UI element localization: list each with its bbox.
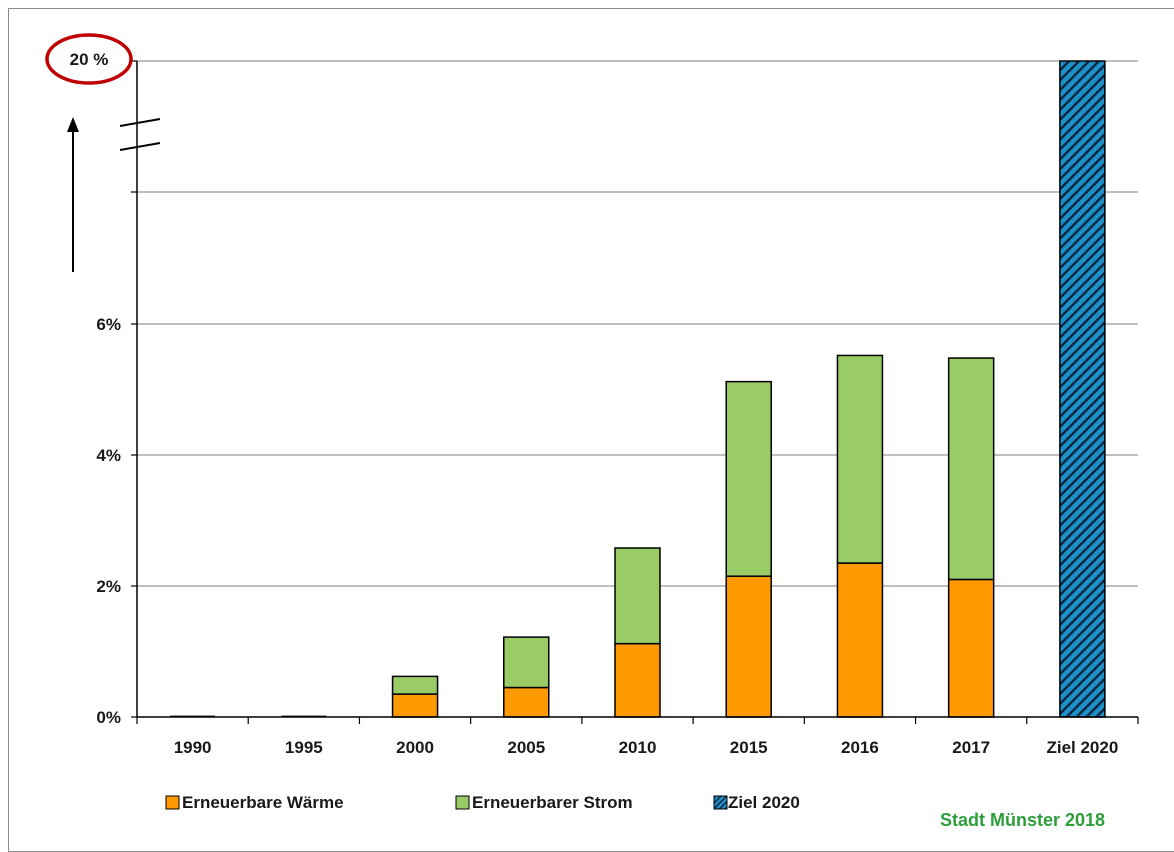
y-tick-label: 6% <box>96 315 121 334</box>
legend-item-strom: Erneuerbarer Strom <box>455 793 633 812</box>
axis-break-mark-upper <box>119 118 161 127</box>
highlight-circle <box>45 33 133 85</box>
bar-2017-series-0 <box>947 578 995 718</box>
y-tick-label: 4% <box>96 446 121 465</box>
bar-2000-series-1 <box>391 675 439 695</box>
bar-2010-series-0 <box>614 642 661 718</box>
legend-item-waerme: Erneuerbare Wärme <box>165 793 344 812</box>
bar-2000-series-0 <box>391 693 439 718</box>
axis-break-mark-lower <box>119 142 161 151</box>
x-tick-label: 2005 <box>507 738 545 757</box>
bar-2016-series-1 <box>836 354 884 564</box>
x-tick-label: 1990 <box>174 738 212 757</box>
source-label: Stadt Münster 2018 <box>940 810 1105 830</box>
legend-item-ziel: Ziel 2020 <box>713 793 800 812</box>
bar-Ziel 2020-series-2 <box>1059 60 1106 718</box>
legend-label-waerme: Erneuerbare Wärme <box>182 793 344 812</box>
x-tick-labels: 1990 1995 2000 2005 2010 2015 2016 2017 Ziel 202… <box>174 738 1119 757</box>
legend: Erneuerbare Wärme Erneuerbarer Strom Zie… <box>165 793 800 812</box>
y-tick-labels: 0% 2% 4% 6% <box>96 315 121 727</box>
bars <box>170 60 1106 718</box>
legend-swatch-waerme <box>165 795 180 810</box>
bar-2016-series-0 <box>836 562 884 718</box>
legend-swatch-strom <box>455 795 470 810</box>
axes <box>131 60 1139 724</box>
x-tick-label: 2015 <box>730 738 768 757</box>
bar-2015-series-0 <box>725 575 772 718</box>
y-tick-label: 0% <box>96 708 121 727</box>
x-tick-label: 2016 <box>841 738 879 757</box>
x-tick-label: 1995 <box>285 738 323 757</box>
legend-label-ziel: Ziel 2020 <box>728 793 800 812</box>
y-top-label: 20 % <box>70 50 109 69</box>
x-tick-label: 2000 <box>396 738 434 757</box>
bar-2005-series-1 <box>503 636 550 689</box>
legend-swatch-ziel <box>713 795 728 810</box>
x-tick-label: Ziel 2020 <box>1046 738 1118 757</box>
bar-2015-series-1 <box>725 380 772 577</box>
x-tick-label: 2010 <box>619 738 657 757</box>
legend-label-strom: Erneuerbarer Strom <box>472 793 633 812</box>
bar-2005-series-0 <box>503 686 550 718</box>
up-arrow-icon <box>67 117 79 132</box>
bar-2010-series-1 <box>614 547 661 645</box>
x-tick-label: 2017 <box>952 738 990 757</box>
y-tick-label: 2% <box>96 577 121 596</box>
bar-2017-series-1 <box>947 357 995 581</box>
